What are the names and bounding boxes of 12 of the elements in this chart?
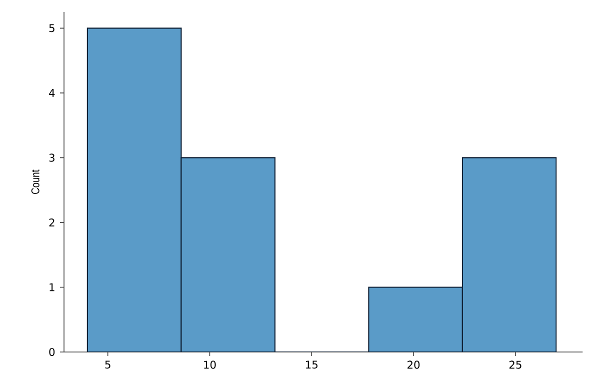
y-axis-title: Count (31, 170, 40, 194)
x-tick-label: 10 (204, 360, 216, 369)
x-tick-label: 20 (408, 360, 420, 369)
y-tick-label: 2 (49, 218, 54, 226)
y-tick-label: 5 (49, 24, 54, 32)
y-tick-label: 4 (49, 89, 55, 97)
y-tick-label: 1 (50, 283, 54, 292)
x-tick-label: 5 (105, 360, 110, 369)
y-tick-label: 3 (49, 154, 54, 162)
x-tick-label: 15 (306, 360, 318, 369)
x-tick-label: 25 (509, 360, 522, 369)
y-tick-label: 0 (49, 348, 55, 356)
